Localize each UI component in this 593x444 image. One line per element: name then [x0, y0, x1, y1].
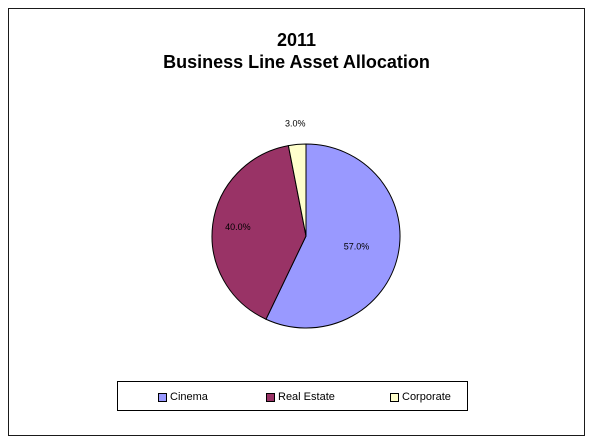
- legend-swatch-cinema: [158, 392, 167, 402]
- pie-label-cinema: 57.0%: [344, 241, 370, 251]
- legend-label-real-estate: Real Estate: [278, 391, 335, 403]
- pie-slice-real-estate: [211, 145, 307, 320]
- legend-swatch-real-estate: [266, 392, 275, 402]
- pie-label-real-estate: 40.0%: [225, 222, 251, 232]
- legend-item-real-estate: Real Estate: [266, 390, 335, 404]
- chart-title: 2011: [276, 30, 317, 50]
- legend-label-cinema: Cinema: [170, 391, 208, 403]
- legend-label-corporate: Corporate: [402, 391, 451, 403]
- pie-slices: [211, 143, 401, 329]
- pie-slice-corporate: [287, 143, 307, 237]
- pie-slice-cinema: [265, 143, 401, 329]
- legend-swatch-corporate: [390, 392, 399, 402]
- chart-subtitle: Business Line Asset Allocation: [163, 52, 430, 72]
- pie-label-corporate: 3.0%: [285, 119, 306, 129]
- legend: Cinema Real Estate Corporate: [117, 381, 468, 411]
- legend-item-corporate: Corporate: [390, 390, 451, 404]
- legend-item-cinema: Cinema: [158, 390, 208, 404]
- pie-labels: 57.0% 40.0% 3.0%: [225, 119, 369, 252]
